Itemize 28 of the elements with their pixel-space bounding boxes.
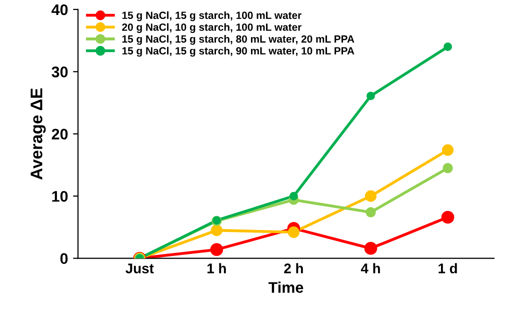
- y-tick-label: 0: [60, 253, 68, 264]
- point: [210, 243, 224, 256]
- y-tick-label: 40: [52, 4, 68, 16]
- x-tick-label: 1 d: [438, 263, 457, 274]
- y-tick-label: 30: [52, 66, 68, 78]
- y-tick-label: 10: [52, 190, 68, 202]
- legend-label: 15 g NaCl, 15 g starch, 90 mL water, 10 mL PPA: [122, 46, 354, 57]
- point: [289, 192, 298, 200]
- x-tick-label: Just: [126, 264, 154, 274]
- point: [366, 92, 375, 100]
- legend-label: 20 g NaCl, 10 g starch, 100 mL water: [122, 23, 302, 33]
- point: [441, 210, 454, 224]
- point: [444, 42, 452, 52]
- point: [288, 226, 300, 238]
- x-tick-label: 4 h: [360, 263, 380, 274]
- legend-label: 15 g NaCl, 15 g starch, 100 mL water: [122, 11, 302, 22]
- point: [364, 242, 378, 255]
- x-axis-title: Time: [268, 282, 304, 293]
- x-tick-label: 1 h: [208, 263, 226, 274]
- y-axis-title: Average ΔE: [30, 88, 46, 180]
- point: [442, 163, 453, 174]
- point: [364, 190, 377, 202]
- point: [210, 224, 222, 236]
- x-tick-label: 2 h: [284, 263, 303, 274]
- y-tick-label: 20: [52, 128, 68, 140]
- point: [442, 144, 454, 156]
- point: [366, 207, 376, 218]
- legend-label: 15 g NaCl, 15 g starch, 80 mL water, 20 mL PPA: [122, 35, 354, 45]
